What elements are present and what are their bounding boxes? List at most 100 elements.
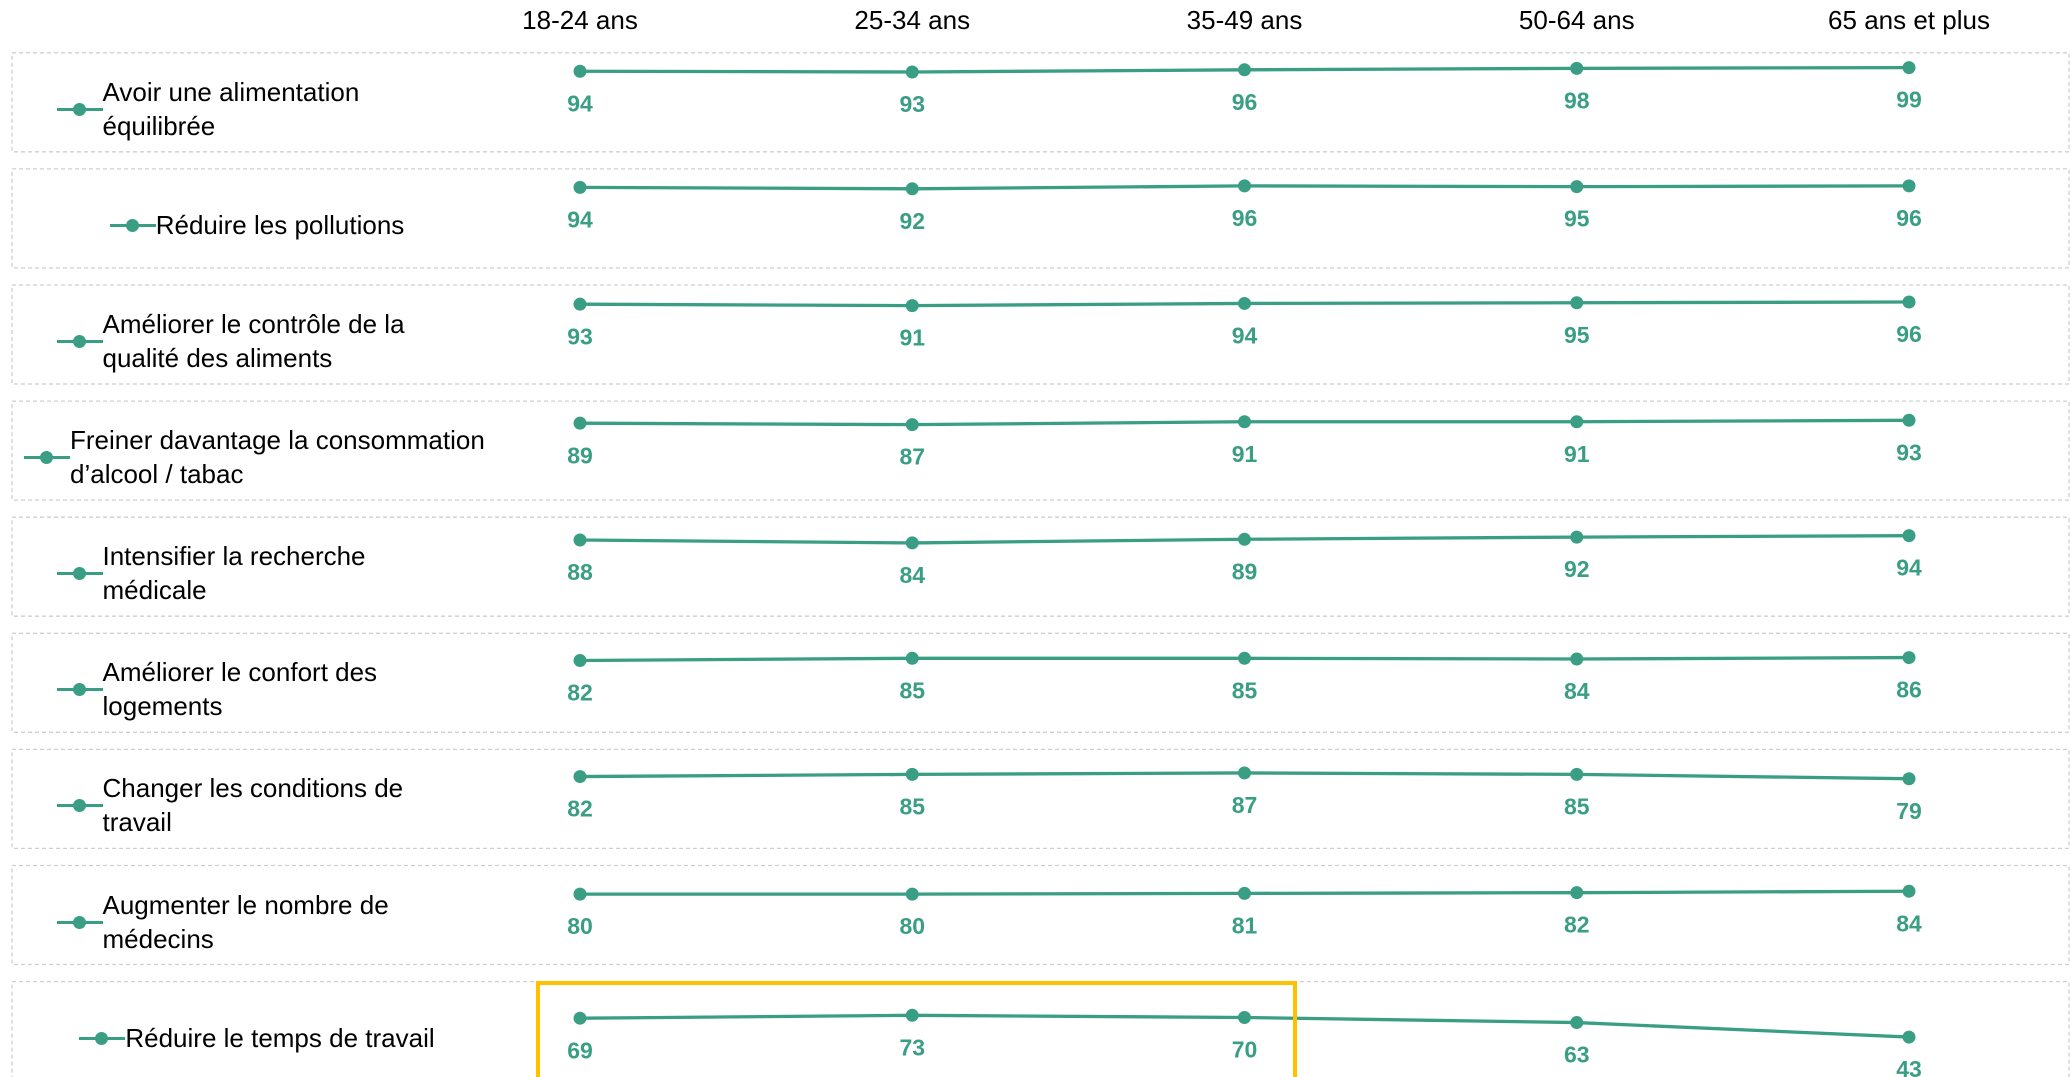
legend-marker [56,798,103,813]
series-label: Avoir une alimentation équilibrée [12,75,502,143]
value-label: 80 [567,913,593,939]
series-label: Améliorer le confort des logements [12,655,502,723]
value-label: 95 [1564,206,1590,232]
value-label: 94 [567,206,593,232]
value-label: 84 [899,562,925,588]
value-label: 85 [899,793,925,819]
value-label: 69 [567,1037,593,1063]
point [573,653,587,667]
series-label: Freiner davantage la consommation d’alco… [12,423,502,491]
point [1902,884,1916,898]
point [905,651,919,665]
legend-marker [56,566,103,581]
point [1238,179,1251,193]
point [573,180,587,194]
value-label: 88 [567,559,593,585]
value-label: 94 [1232,323,1258,349]
point [1238,532,1251,546]
series-label: Changer les conditions de travail [12,771,502,839]
value-label: 92 [1564,556,1590,582]
column-header: 65 ans et plus [1828,5,1990,35]
value-label: 84 [1564,678,1590,704]
series-name: Avoir une alimentation équilibrée [102,76,360,141]
series-name: Améliorer le confort des logements [102,657,378,722]
point [905,418,919,432]
point [1570,61,1584,75]
point [1238,415,1251,429]
series-label: Intensifier la recherche médicale [12,539,502,607]
column-header: 35-49 ans [1187,5,1303,35]
value-label: 93 [567,323,593,349]
value-label: 98 [1564,87,1590,113]
point [1570,415,1584,429]
series-label: Réduire les pollutions [12,208,502,242]
point [573,533,587,547]
point [905,1008,919,1022]
value-label: 93 [1896,439,1922,465]
value-label: 87 [899,444,925,470]
value-label: 85 [1232,677,1258,703]
point [1902,413,1916,427]
legend-marker [24,450,70,465]
point [573,297,587,311]
point [1238,766,1251,780]
value-label: 93 [899,91,925,117]
column-header: 50-64 ans [1519,5,1635,35]
value-label: 91 [899,325,925,351]
series-name: Réduire les pollutions [155,209,405,240]
value-label: 96 [1896,321,1922,347]
point [1570,1016,1584,1030]
point [1902,179,1916,193]
value-label: 73 [899,1034,925,1060]
point [573,770,587,784]
value-label: 79 [1896,798,1922,824]
value-label: 85 [899,677,925,703]
series-name: Intensifier la recherche médicale [102,541,366,606]
value-label: 96 [1896,205,1922,231]
value-label: 89 [567,442,593,468]
series-name: Augmenter le nombre de médecins [102,889,389,954]
point [1238,1010,1251,1024]
point [573,64,587,78]
point [1570,296,1584,310]
value-label: 82 [567,796,593,822]
value-label: 96 [1232,89,1258,115]
legend-marker [56,102,103,116]
series-name: Changer les conditions de travail [102,773,404,838]
legend-marker [79,1031,126,1045]
legend-marker [56,915,103,929]
point [1570,886,1584,900]
column-header: 18-24 ans [522,5,638,35]
point [1902,651,1916,665]
value-label: 80 [899,913,925,939]
value-label: 86 [1896,677,1922,703]
legend-marker [56,334,103,348]
legend-marker [109,218,156,232]
series-name: Freiner davantage la consommation d’alco… [70,425,485,490]
value-label: 91 [1564,441,1590,467]
value-label: 95 [1564,322,1590,348]
value-label: 92 [899,208,925,234]
value-label: 82 [567,680,593,706]
point [1570,652,1584,666]
series-label: Augmenter le nombre de médecins [12,888,502,956]
series-name: Réduire le temps de travail [125,1022,435,1053]
point [905,536,919,550]
value-label: 91 [1232,441,1258,467]
point [1570,767,1584,781]
point [905,65,919,79]
value-label: 82 [1564,912,1590,938]
point [1238,296,1251,310]
value-label: 94 [567,90,593,116]
highlight-box [536,981,1297,1077]
value-label: 43 [1896,1056,1922,1077]
point [1570,180,1584,194]
point [1902,295,1916,309]
value-label: 94 [1896,555,1922,581]
value-label: 84 [1896,910,1922,936]
point [573,887,587,901]
point [905,299,919,313]
point [1238,886,1251,900]
